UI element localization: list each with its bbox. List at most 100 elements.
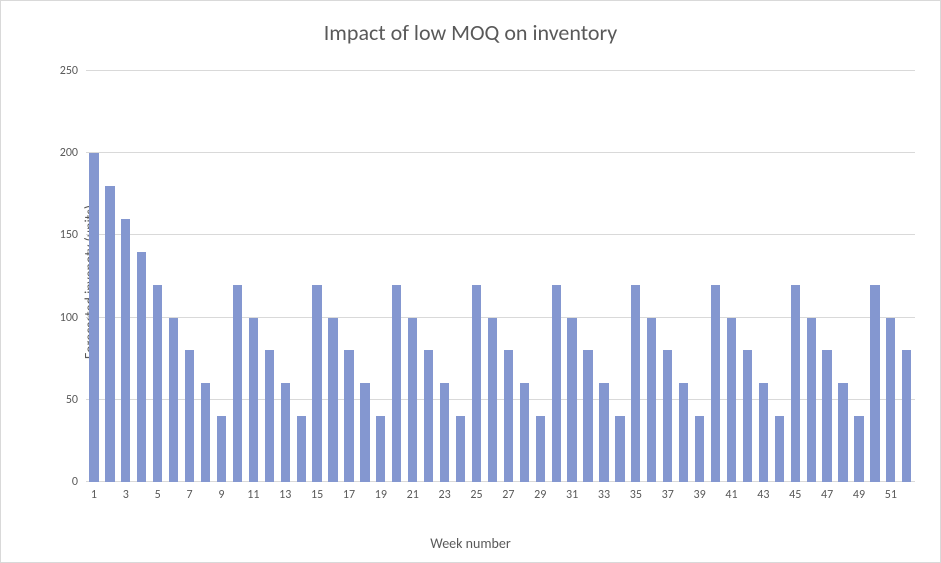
x-tick-label: 5	[155, 488, 161, 502]
bar	[392, 285, 401, 482]
bar	[328, 318, 337, 482]
x-tick-label: 33	[598, 488, 610, 502]
x-tick-label: 17	[343, 488, 355, 502]
chart-title: Impact of low MOQ on inventory	[1, 19, 940, 46]
x-tick-label: 23	[439, 488, 451, 502]
plot-area: 050100150200250 135791113151719212325272…	[86, 71, 915, 482]
bar-slot	[293, 71, 309, 482]
bar	[265, 350, 274, 482]
bar	[217, 416, 226, 482]
x-tick-label: 41	[725, 488, 737, 502]
bar-slot: 19	[373, 71, 389, 482]
bar-slot: 43	[755, 71, 771, 482]
bar	[456, 416, 465, 482]
bar-slot: 3	[118, 71, 134, 482]
x-tick-label: 51	[885, 488, 897, 502]
bar-slot	[166, 71, 182, 482]
bar	[233, 285, 242, 482]
x-tick-label: 39	[694, 488, 706, 502]
bar-slot	[676, 71, 692, 482]
bar	[583, 350, 592, 482]
y-tick-label: 150	[60, 228, 78, 242]
bar-slot: 39	[692, 71, 708, 482]
x-tick-label: 49	[853, 488, 865, 502]
bar-slot: 45	[787, 71, 803, 482]
bar	[249, 318, 258, 482]
bar	[360, 383, 369, 482]
bar	[567, 318, 576, 482]
bar	[137, 252, 146, 482]
bar	[281, 383, 290, 482]
bar-slot: 13	[277, 71, 293, 482]
bar	[504, 350, 513, 482]
bars-region: 1357911131517192123252729313335373941434…	[86, 71, 915, 482]
bar	[169, 318, 178, 482]
bar-slot: 21	[405, 71, 421, 482]
bar	[599, 383, 608, 482]
x-tick-label: 9	[218, 488, 224, 502]
x-tick-label: 27	[502, 488, 514, 502]
bar-slot	[357, 71, 373, 482]
x-tick-label: 35	[630, 488, 642, 502]
x-tick-label: 11	[247, 488, 259, 502]
bar	[153, 285, 162, 482]
chart-container: Impact of low MOQ on inventory Forecaste…	[0, 0, 941, 563]
bar	[838, 383, 847, 482]
bar	[297, 416, 306, 482]
bar-slot: 35	[628, 71, 644, 482]
x-tick-label: 31	[566, 488, 578, 502]
bar	[89, 153, 98, 482]
bar	[854, 416, 863, 482]
x-tick-label: 37	[662, 488, 674, 502]
x-tick-label: 15	[311, 488, 323, 502]
bar	[775, 416, 784, 482]
bar-slot	[134, 71, 150, 482]
y-tick-label: 250	[60, 64, 78, 78]
bar-slot	[867, 71, 883, 482]
bar-slot: 47	[819, 71, 835, 482]
x-tick-label: 47	[821, 488, 833, 502]
bar	[408, 318, 417, 482]
x-tick-label: 21	[407, 488, 419, 502]
bar-slot	[325, 71, 341, 482]
bar	[520, 383, 529, 482]
bar-slot	[739, 71, 755, 482]
bar-slot	[421, 71, 437, 482]
bar	[424, 350, 433, 482]
bar	[344, 350, 353, 482]
bar-slot: 15	[309, 71, 325, 482]
bar	[201, 383, 210, 482]
x-tick-label: 13	[279, 488, 291, 502]
bar-slot	[835, 71, 851, 482]
x-axis-label: Week number	[1, 535, 940, 552]
bar-slot: 41	[724, 71, 740, 482]
bar-slot: 5	[150, 71, 166, 482]
bar-slot	[899, 71, 915, 482]
bar-slot	[453, 71, 469, 482]
bar-slot: 11	[245, 71, 261, 482]
bar-slot	[708, 71, 724, 482]
x-tick-label: 45	[789, 488, 801, 502]
x-tick-label: 1	[91, 488, 97, 502]
x-tick-label: 29	[534, 488, 546, 502]
bar-slot: 1	[86, 71, 102, 482]
bar	[185, 350, 194, 482]
bar	[376, 416, 385, 482]
bar-slot: 27	[500, 71, 516, 482]
y-tick-label: 0	[72, 475, 78, 489]
x-tick-label: 25	[470, 488, 482, 502]
bar-slot: 7	[182, 71, 198, 482]
bar-slot	[516, 71, 532, 482]
y-tick-label: 50	[66, 393, 78, 407]
bar	[695, 416, 704, 482]
bar-slot: 29	[532, 71, 548, 482]
bar-slot: 51	[883, 71, 899, 482]
bar-slot	[771, 71, 787, 482]
bar-slot: 23	[437, 71, 453, 482]
bar	[886, 318, 895, 482]
bar-slot: 9	[214, 71, 230, 482]
x-tick-label: 3	[123, 488, 129, 502]
bar-slot	[612, 71, 628, 482]
bar	[631, 285, 640, 482]
bar-slot: 17	[341, 71, 357, 482]
